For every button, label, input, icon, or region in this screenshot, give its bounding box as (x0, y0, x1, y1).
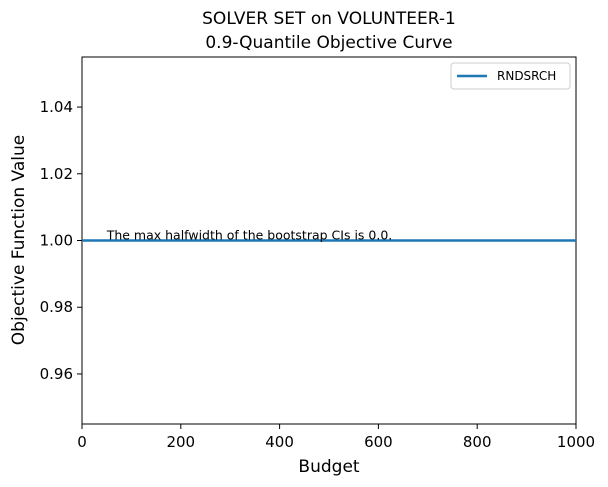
legend-label: RNDSRCH (497, 69, 556, 83)
y-axis-label: Objective Function Value (9, 135, 29, 345)
x-axis-ticks: 0 200 400 600 800 1000 (77, 424, 595, 451)
chart-title: SOLVER SET on VOLUNTEER-1 (202, 9, 456, 29)
annotation-text: The max halfwidth of the bootstrap CIs i… (106, 228, 393, 243)
y-tick-label: 1.04 (40, 98, 73, 116)
x-tick-label: 600 (364, 433, 393, 451)
legend: RNDSRCH (450, 62, 571, 90)
legend-box (450, 62, 571, 90)
y-axis-ticks: 0.96 0.98 1.00 1.02 1.04 (40, 98, 82, 383)
y-tick-label: 1.02 (40, 165, 73, 183)
x-axis-label: Budget (298, 457, 359, 477)
x-tick-label: 800 (463, 433, 492, 451)
x-tick-label: 1000 (557, 433, 595, 451)
chart-subtitle: 0.9-Quantile Objective Curve (205, 33, 452, 53)
y-tick-label: 1.00 (40, 232, 73, 250)
x-tick-label: 400 (265, 433, 294, 451)
x-tick-label: 200 (166, 433, 195, 451)
y-tick-label: 0.98 (40, 298, 73, 316)
y-tick-label: 0.96 (40, 365, 73, 383)
x-tick-label: 0 (77, 433, 87, 451)
